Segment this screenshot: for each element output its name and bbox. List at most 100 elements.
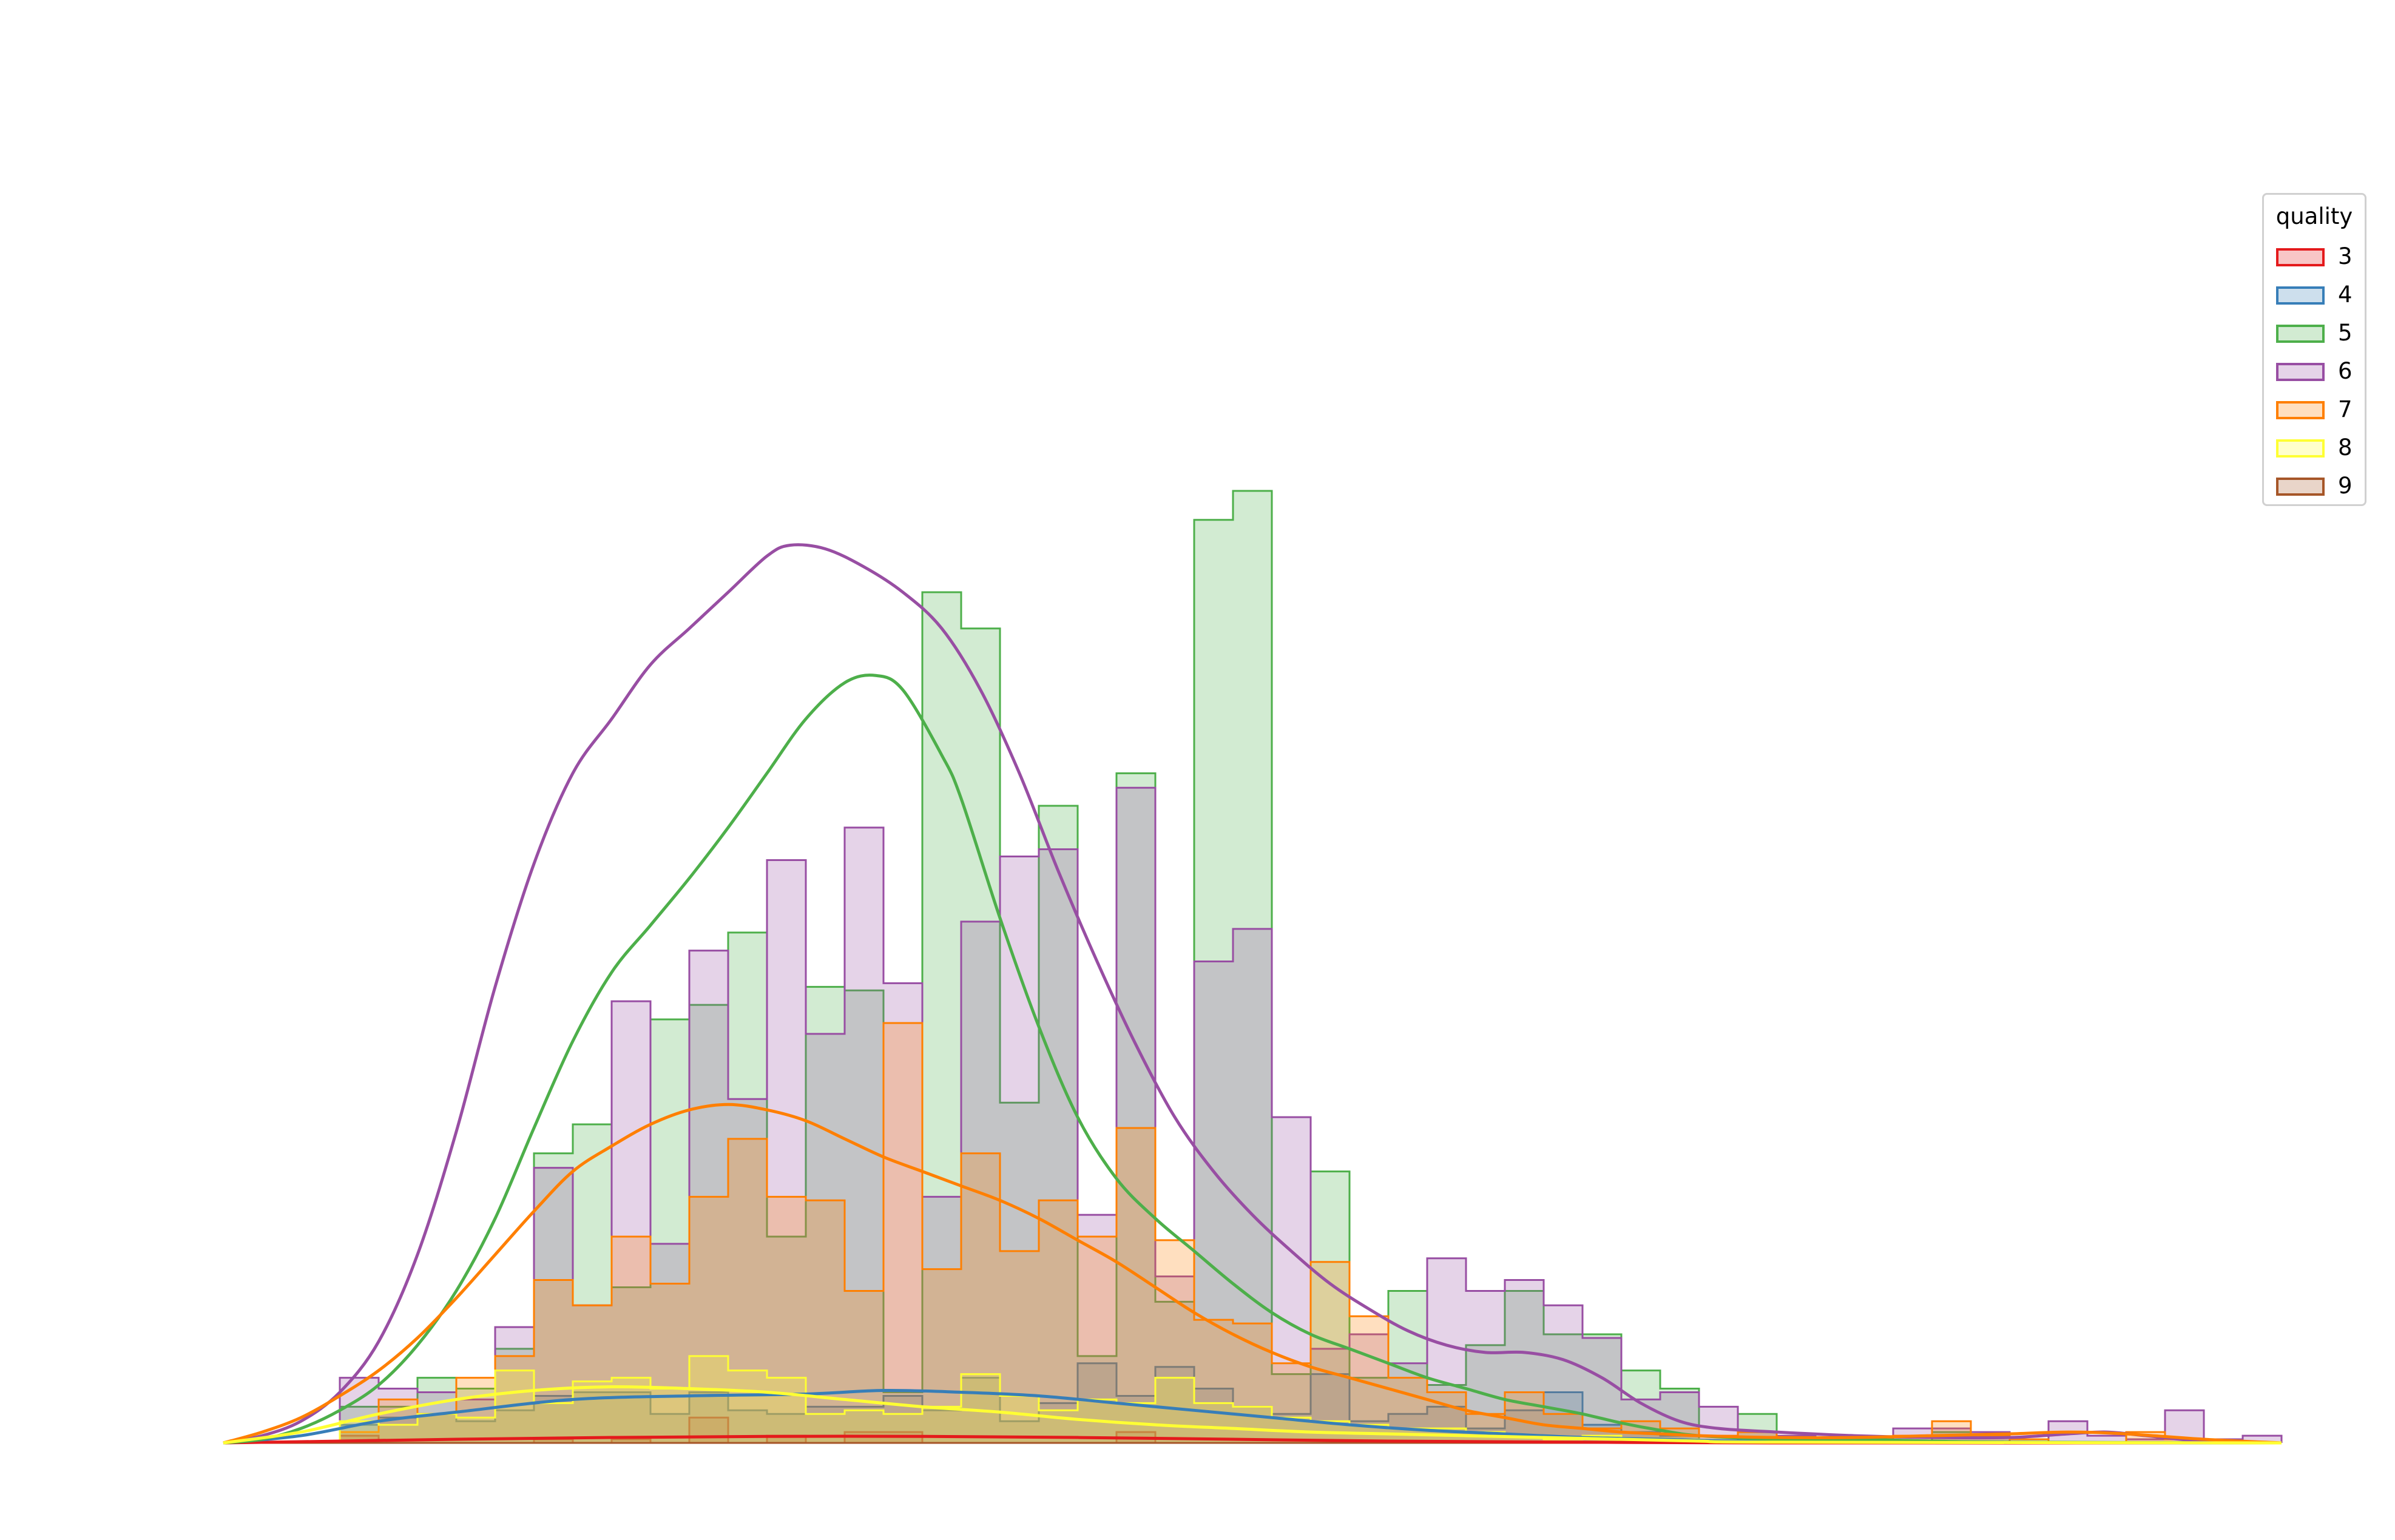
bar-q5-bin-25 — [1194, 519, 1233, 1443]
bar-q5-bin-20 — [1000, 1103, 1039, 1443]
bar-q6-bin-31 — [1427, 1258, 1466, 1443]
legend-swatch — [2276, 401, 2325, 419]
bar-q5-bin-23 — [1116, 773, 1155, 1443]
legend-swatch — [2276, 286, 2325, 305]
bar-q5-bin-35 — [1583, 1334, 1621, 1443]
bar-q8-bin-8 — [534, 1403, 573, 1443]
bar-q6-bin-52 — [2243, 1436, 2282, 1443]
legend-label: 9 — [2338, 473, 2353, 499]
bar-q5-bin-36 — [1621, 1370, 1660, 1443]
bar-q4-bin-12 — [689, 1392, 728, 1443]
legend-swatch — [2276, 325, 2325, 343]
bar-q5-bin-45 — [1971, 1436, 2010, 1443]
bar-q6-bin-15 — [806, 1033, 845, 1443]
bar-q4-bin-26 — [1233, 1407, 1272, 1443]
bar-q7-bin-12 — [689, 1197, 728, 1443]
kde-curve-q8 — [223, 1385, 2282, 1445]
bar-q5-bin-16 — [845, 990, 883, 1443]
bar-q8-bin-9 — [573, 1381, 612, 1443]
bar-q7-bin-17 — [883, 1022, 922, 1443]
legend-label: 3 — [2338, 243, 2353, 269]
bar-q7-bin-25 — [1194, 1320, 1233, 1443]
bar-q6-bin-24 — [1155, 1276, 1194, 1443]
bar-q5-bin-26 — [1233, 491, 1272, 1444]
bar-q7-bin-8 — [534, 1280, 573, 1443]
bar-q6-bin-6 — [456, 1399, 495, 1443]
bar-q7-bin-20 — [1000, 1251, 1039, 1443]
legend-swatch — [2276, 478, 2325, 496]
bar-q5-bin-9 — [573, 1124, 612, 1443]
legend-label: 7 — [2338, 396, 2353, 422]
bar-q6-bin-7 — [495, 1327, 534, 1443]
bar-q8-bin-20 — [1000, 1396, 1039, 1443]
bar-q5-bin-15 — [806, 987, 845, 1443]
bar-q6-bin-48 — [2087, 1436, 2126, 1443]
bar-q4-bin-24 — [1155, 1366, 1194, 1443]
bar-q4-bin-20 — [1000, 1421, 1039, 1443]
bar-q7-bin-44 — [1932, 1421, 1971, 1443]
bar-q7-bin-22 — [1078, 1236, 1116, 1443]
bar-q7-bin-10 — [612, 1236, 650, 1443]
kde-curve-q5 — [223, 674, 2282, 1445]
bar-q7-bin-18 — [922, 1269, 961, 1443]
legend-item-6: 6 — [2264, 353, 2365, 390]
legend-label: 4 — [2338, 282, 2353, 308]
bar-q6-bin-35 — [1583, 1337, 1621, 1443]
legend-label: 8 — [2338, 434, 2353, 461]
bar-q5-bin-13 — [728, 932, 767, 1443]
bar-q5-bin-7 — [495, 1348, 534, 1443]
legend-swatch — [2276, 439, 2325, 458]
bar-q7-bin-32 — [1466, 1414, 1505, 1443]
legend-item-9: 9 — [2264, 468, 2365, 504]
bar-q4-bin-9 — [573, 1392, 612, 1443]
bar-q8-bin-12 — [689, 1356, 728, 1443]
bar-q6-bin-25 — [1194, 961, 1233, 1443]
bar-q5-bin-14 — [767, 1236, 806, 1443]
bar-q8-bin-33 — [1505, 1436, 1544, 1443]
bar-q8-bin-13 — [728, 1370, 767, 1443]
bar-q5-bin-19 — [961, 628, 1000, 1443]
bar-q6-bin-22 — [1078, 1215, 1116, 1443]
legend: quality 3 4 5 6 7 8 9 — [2262, 193, 2366, 506]
bar-q3-bin-12 — [689, 1417, 728, 1443]
bar-q7-bin-11 — [650, 1283, 689, 1443]
legend-label: 5 — [2338, 320, 2353, 346]
bar-q6-bin-14 — [767, 860, 806, 1443]
bar-q7-bin-28 — [1311, 1261, 1350, 1443]
bar-q7-bin-15 — [806, 1200, 845, 1443]
bar-q8-bin-15 — [806, 1414, 845, 1443]
bar-q5-bin-10 — [612, 1287, 650, 1443]
bar-q6-bin-8 — [534, 1167, 573, 1443]
bar-q6-bin-13 — [728, 1099, 767, 1443]
bar-q8-bin-26 — [1233, 1407, 1272, 1443]
legend-item-4: 4 — [2264, 277, 2365, 313]
legend-swatch — [2276, 363, 2325, 381]
bar-q7-bin-23 — [1116, 1127, 1155, 1443]
bar-q5-bin-8 — [534, 1153, 573, 1443]
bar-q6-bin-23 — [1116, 788, 1155, 1443]
legend-title: quality — [2275, 203, 2353, 229]
bar-q8-bin-16 — [845, 1410, 883, 1443]
bar-q5-bin-17 — [883, 1392, 922, 1443]
bar-q6-bin-26 — [1233, 928, 1272, 1443]
kde-curve-q7 — [223, 1103, 2282, 1445]
bar-q3-bin-10 — [612, 1439, 650, 1443]
bar-q3-bin-14 — [767, 1436, 806, 1443]
bar-q5-bin-12 — [689, 1005, 728, 1443]
bar-q6-bin-17 — [883, 983, 922, 1443]
bar-q6-bin-34 — [1544, 1305, 1583, 1443]
bar-q8-bin-14 — [767, 1377, 806, 1443]
bar-q4-bin-14 — [767, 1414, 806, 1443]
bar-q6-bin-16 — [845, 827, 883, 1443]
bar-q6-bin-19 — [961, 921, 1000, 1443]
bar-q4-bin-10 — [612, 1392, 650, 1443]
bar-q8-bin-25 — [1194, 1403, 1233, 1443]
bar-q5-bin-24 — [1155, 1302, 1194, 1443]
bar-q5-bin-28 — [1311, 1171, 1350, 1443]
legend-item-7: 7 — [2264, 391, 2365, 428]
bar-q8-bin-17 — [883, 1414, 922, 1443]
bar-q6-bin-27 — [1272, 1117, 1311, 1443]
bar-q5-bin-21 — [1039, 806, 1078, 1443]
bar-q6-bin-9 — [573, 1305, 612, 1443]
